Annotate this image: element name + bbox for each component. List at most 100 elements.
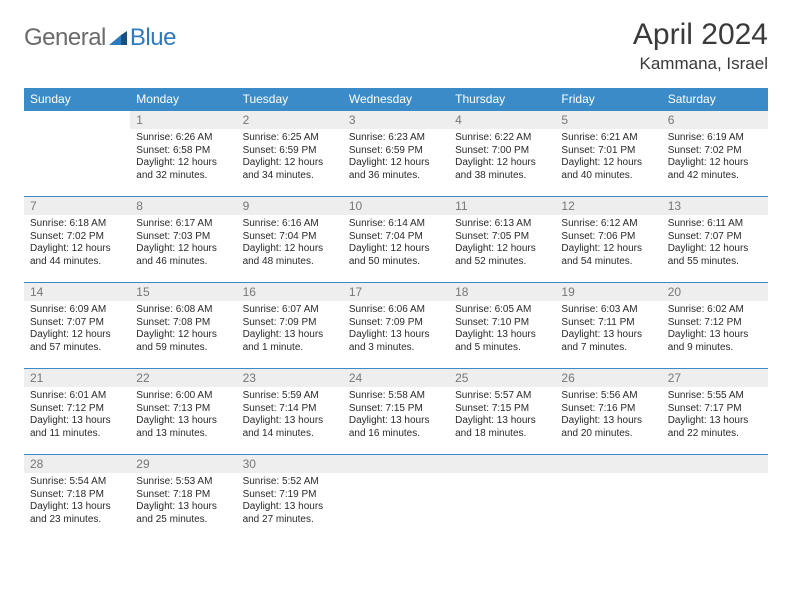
day-number: 23 bbox=[237, 369, 343, 387]
calendar-cell: 24Sunrise: 5:58 AMSunset: 7:15 PMDayligh… bbox=[343, 369, 449, 455]
calendar-cell: 13Sunrise: 6:11 AMSunset: 7:07 PMDayligh… bbox=[662, 197, 768, 283]
calendar-cell: 16Sunrise: 6:07 AMSunset: 7:09 PMDayligh… bbox=[237, 283, 343, 369]
day-details: Sunrise: 6:21 AMSunset: 7:01 PMDaylight:… bbox=[555, 129, 661, 184]
brand-part1: General bbox=[24, 24, 106, 52]
calendar-cell: 14Sunrise: 6:09 AMSunset: 7:07 PMDayligh… bbox=[24, 283, 130, 369]
day-details: Sunrise: 6:03 AMSunset: 7:11 PMDaylight:… bbox=[555, 301, 661, 356]
day-number: 19 bbox=[555, 283, 661, 301]
day-number: 21 bbox=[24, 369, 130, 387]
calendar-cell: 22Sunrise: 6:00 AMSunset: 7:13 PMDayligh… bbox=[130, 369, 236, 455]
weekday-header: Sunday bbox=[24, 88, 130, 111]
calendar-cell: 11Sunrise: 6:13 AMSunset: 7:05 PMDayligh… bbox=[449, 197, 555, 283]
day-details: Sunrise: 6:17 AMSunset: 7:03 PMDaylight:… bbox=[130, 215, 236, 270]
calendar-week-row: 7Sunrise: 6:18 AMSunset: 7:02 PMDaylight… bbox=[24, 197, 768, 283]
day-details: Sunrise: 6:16 AMSunset: 7:04 PMDaylight:… bbox=[237, 215, 343, 270]
calendar-cell bbox=[343, 455, 449, 541]
day-details: Sunrise: 6:26 AMSunset: 6:58 PMDaylight:… bbox=[130, 129, 236, 184]
day-number: 27 bbox=[662, 369, 768, 387]
weekday-header: Friday bbox=[555, 88, 661, 111]
day-number: 11 bbox=[449, 197, 555, 215]
calendar-cell: 19Sunrise: 6:03 AMSunset: 7:11 PMDayligh… bbox=[555, 283, 661, 369]
day-number: 10 bbox=[343, 197, 449, 215]
day-details: Sunrise: 6:23 AMSunset: 6:59 PMDaylight:… bbox=[343, 129, 449, 184]
calendar-cell: 10Sunrise: 6:14 AMSunset: 7:04 PMDayligh… bbox=[343, 197, 449, 283]
day-number: 1 bbox=[130, 111, 236, 129]
day-number: 28 bbox=[24, 455, 130, 473]
day-number: 16 bbox=[237, 283, 343, 301]
day-number: 15 bbox=[130, 283, 236, 301]
day-number: 8 bbox=[130, 197, 236, 215]
day-number: 7 bbox=[24, 197, 130, 215]
weekday-header-row: SundayMondayTuesdayWednesdayThursdayFrid… bbox=[24, 88, 768, 111]
month-title: April 2024 bbox=[633, 18, 768, 52]
day-number: 24 bbox=[343, 369, 449, 387]
calendar-week-row: 21Sunrise: 6:01 AMSunset: 7:12 PMDayligh… bbox=[24, 369, 768, 455]
day-details: Sunrise: 5:58 AMSunset: 7:15 PMDaylight:… bbox=[343, 387, 449, 442]
day-details: Sunrise: 5:52 AMSunset: 7:19 PMDaylight:… bbox=[237, 473, 343, 528]
day-details: Sunrise: 6:18 AMSunset: 7:02 PMDaylight:… bbox=[24, 215, 130, 270]
day-number: 4 bbox=[449, 111, 555, 129]
calendar-cell: 12Sunrise: 6:12 AMSunset: 7:06 PMDayligh… bbox=[555, 197, 661, 283]
day-details: Sunrise: 6:13 AMSunset: 7:05 PMDaylight:… bbox=[449, 215, 555, 270]
day-number: 18 bbox=[449, 283, 555, 301]
day-details: Sunrise: 5:54 AMSunset: 7:18 PMDaylight:… bbox=[24, 473, 130, 528]
day-number: 20 bbox=[662, 283, 768, 301]
calendar-cell: 18Sunrise: 6:05 AMSunset: 7:10 PMDayligh… bbox=[449, 283, 555, 369]
calendar-cell: 6Sunrise: 6:19 AMSunset: 7:02 PMDaylight… bbox=[662, 111, 768, 197]
weekday-header: Wednesday bbox=[343, 88, 449, 111]
day-number: 2 bbox=[237, 111, 343, 129]
empty-day-header bbox=[449, 455, 555, 473]
weekday-header: Monday bbox=[130, 88, 236, 111]
calendar-week-row: 1Sunrise: 6:26 AMSunset: 6:58 PMDaylight… bbox=[24, 111, 768, 197]
day-number: 12 bbox=[555, 197, 661, 215]
day-number: 29 bbox=[130, 455, 236, 473]
calendar-cell: 21Sunrise: 6:01 AMSunset: 7:12 PMDayligh… bbox=[24, 369, 130, 455]
calendar-cell: 2Sunrise: 6:25 AMSunset: 6:59 PMDaylight… bbox=[237, 111, 343, 197]
day-number: 25 bbox=[449, 369, 555, 387]
weekday-header: Thursday bbox=[449, 88, 555, 111]
calendar-cell: 1Sunrise: 6:26 AMSunset: 6:58 PMDaylight… bbox=[130, 111, 236, 197]
calendar-cell: 17Sunrise: 6:06 AMSunset: 7:09 PMDayligh… bbox=[343, 283, 449, 369]
day-details: Sunrise: 6:11 AMSunset: 7:07 PMDaylight:… bbox=[662, 215, 768, 270]
calendar-cell: 26Sunrise: 5:56 AMSunset: 7:16 PMDayligh… bbox=[555, 369, 661, 455]
day-number: 14 bbox=[24, 283, 130, 301]
day-details: Sunrise: 6:14 AMSunset: 7:04 PMDaylight:… bbox=[343, 215, 449, 270]
calendar-cell: 9Sunrise: 6:16 AMSunset: 7:04 PMDaylight… bbox=[237, 197, 343, 283]
calendar-table: SundayMondayTuesdayWednesdayThursdayFrid… bbox=[24, 88, 768, 541]
brand-mark-icon bbox=[109, 31, 127, 45]
calendar-week-row: 14Sunrise: 6:09 AMSunset: 7:07 PMDayligh… bbox=[24, 283, 768, 369]
day-details: Sunrise: 6:06 AMSunset: 7:09 PMDaylight:… bbox=[343, 301, 449, 356]
day-details: Sunrise: 6:19 AMSunset: 7:02 PMDaylight:… bbox=[662, 129, 768, 184]
day-details: Sunrise: 5:56 AMSunset: 7:16 PMDaylight:… bbox=[555, 387, 661, 442]
empty-day-header bbox=[555, 455, 661, 473]
calendar-cell: 7Sunrise: 6:18 AMSunset: 7:02 PMDaylight… bbox=[24, 197, 130, 283]
day-number: 30 bbox=[237, 455, 343, 473]
calendar-cell: 5Sunrise: 6:21 AMSunset: 7:01 PMDaylight… bbox=[555, 111, 661, 197]
empty-day-header bbox=[662, 455, 768, 473]
calendar-cell: 3Sunrise: 6:23 AMSunset: 6:59 PMDaylight… bbox=[343, 111, 449, 197]
day-number: 5 bbox=[555, 111, 661, 129]
day-details: Sunrise: 6:05 AMSunset: 7:10 PMDaylight:… bbox=[449, 301, 555, 356]
day-details: Sunrise: 6:02 AMSunset: 7:12 PMDaylight:… bbox=[662, 301, 768, 356]
calendar-cell: 30Sunrise: 5:52 AMSunset: 7:19 PMDayligh… bbox=[237, 455, 343, 541]
day-details: Sunrise: 6:07 AMSunset: 7:09 PMDaylight:… bbox=[237, 301, 343, 356]
day-details: Sunrise: 6:22 AMSunset: 7:00 PMDaylight:… bbox=[449, 129, 555, 184]
day-details: Sunrise: 5:55 AMSunset: 7:17 PMDaylight:… bbox=[662, 387, 768, 442]
calendar-week-row: 28Sunrise: 5:54 AMSunset: 7:18 PMDayligh… bbox=[24, 455, 768, 541]
calendar-cell: 25Sunrise: 5:57 AMSunset: 7:15 PMDayligh… bbox=[449, 369, 555, 455]
day-number: 22 bbox=[130, 369, 236, 387]
brand-part2: Blue bbox=[130, 24, 176, 52]
day-number: 3 bbox=[343, 111, 449, 129]
day-details: Sunrise: 5:53 AMSunset: 7:18 PMDaylight:… bbox=[130, 473, 236, 528]
day-details: Sunrise: 6:00 AMSunset: 7:13 PMDaylight:… bbox=[130, 387, 236, 442]
empty-day-header bbox=[343, 455, 449, 473]
day-details: Sunrise: 6:09 AMSunset: 7:07 PMDaylight:… bbox=[24, 301, 130, 356]
calendar-cell: 27Sunrise: 5:55 AMSunset: 7:17 PMDayligh… bbox=[662, 369, 768, 455]
day-number: 17 bbox=[343, 283, 449, 301]
calendar-cell bbox=[662, 455, 768, 541]
day-details: Sunrise: 5:59 AMSunset: 7:14 PMDaylight:… bbox=[237, 387, 343, 442]
brand-logo: General Blue bbox=[24, 18, 176, 52]
calendar-cell: 23Sunrise: 5:59 AMSunset: 7:14 PMDayligh… bbox=[237, 369, 343, 455]
calendar-cell bbox=[555, 455, 661, 541]
calendar-cell bbox=[24, 111, 130, 197]
